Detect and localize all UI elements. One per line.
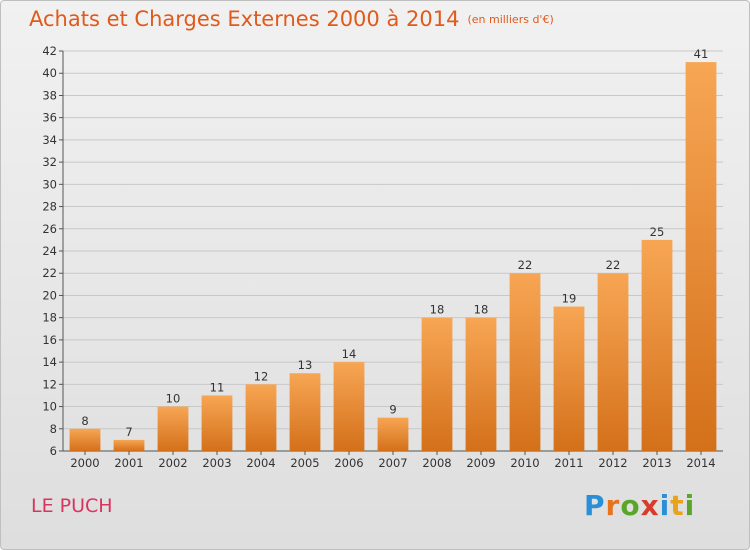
commune-name: LE PUCH [31, 495, 113, 517]
logo-letter: t [670, 489, 685, 522]
logo-letter: P [584, 489, 606, 522]
labels: 8 7 10 11 12 13 14 9 18 18 22 19 22 25 41 [81, 47, 708, 439]
data-label-2001: 7 [125, 425, 132, 439]
data-label-2013: 25 [650, 225, 665, 239]
data-label-2010: 22 [518, 258, 533, 272]
bar-2011 [553, 306, 585, 451]
y-tick-label: 18 [42, 311, 57, 325]
y-tick-label: 32 [42, 155, 57, 169]
bar-2000 [69, 428, 101, 451]
y-tick-label: 10 [42, 400, 57, 414]
y-tick-label: 36 [42, 111, 57, 125]
x-tick-label-2009: 2009 [466, 456, 495, 470]
y-tick-label: 28 [42, 200, 57, 214]
y-tick-label: 42 [42, 44, 57, 58]
bar-2009 [465, 317, 497, 451]
data-label-2003: 11 [210, 380, 225, 394]
data-label-2007: 9 [389, 403, 396, 417]
x-tick-label-2005: 2005 [290, 456, 319, 470]
bar-2012 [597, 273, 629, 451]
proxiti-logo: Proxiti [584, 489, 695, 522]
data-label-2000: 8 [81, 414, 88, 428]
x-tick-label-2000: 2000 [70, 456, 99, 470]
bar-2004 [245, 384, 277, 451]
bar-2008 [421, 317, 453, 451]
bar-2003 [201, 395, 233, 451]
x-tick-label-2012: 2012 [598, 456, 627, 470]
y-tick-label: 24 [42, 244, 57, 258]
logo-letter: x [640, 489, 660, 522]
bar-2005 [289, 373, 321, 451]
x-tick-label-2001: 2001 [114, 456, 143, 470]
bar-2001 [113, 439, 145, 451]
bar-2010 [509, 273, 541, 451]
x-tick-label-2002: 2002 [158, 456, 187, 470]
y-tick-label: 34 [42, 133, 57, 147]
x-tick-label-2014: 2014 [686, 456, 715, 470]
data-label-2009: 18 [474, 303, 489, 317]
y-tick-label: 22 [42, 266, 57, 280]
bars [69, 62, 717, 451]
data-label-2011: 19 [562, 292, 577, 306]
y-tick-label: 16 [42, 333, 57, 347]
logo-letter: o [620, 489, 641, 522]
y-tick-label: 20 [42, 288, 57, 302]
x-tick-label-2004: 2004 [246, 456, 275, 470]
logo-letter: i [684, 489, 696, 522]
x-tick-label-2007: 2007 [378, 456, 407, 470]
y-tick-label: 6 [50, 444, 57, 458]
logo-letter: r [605, 489, 621, 522]
y-tick-label: 40 [42, 66, 57, 80]
y-tick-label: 38 [42, 88, 57, 102]
chart-title: Achats et Charges Externes 2000 à 2014 (e… [29, 7, 554, 31]
y-tick-label: 12 [42, 377, 57, 391]
data-label-2004: 12 [254, 369, 269, 383]
bar-2006 [333, 362, 365, 451]
y-tick-label: 14 [42, 355, 57, 369]
x-tick-label-2013: 2013 [642, 456, 671, 470]
y-tick-label: 30 [42, 177, 57, 191]
bar-2002 [157, 406, 189, 451]
data-label-2008: 18 [430, 303, 445, 317]
data-label-2014: 41 [694, 47, 709, 61]
x-tick-label-2003: 2003 [202, 456, 231, 470]
bar-2014 [685, 62, 717, 451]
data-label-2005: 13 [298, 358, 313, 372]
x-tick-label-2006: 2006 [334, 456, 363, 470]
data-label-2002: 10 [166, 392, 181, 406]
data-label-2012: 22 [606, 258, 621, 272]
bar-2007 [377, 417, 409, 451]
y-tick-label: 8 [50, 422, 57, 436]
bar-2013 [641, 239, 673, 451]
data-label-2006: 14 [342, 347, 357, 361]
x-tick-label-2010: 2010 [510, 456, 539, 470]
y-tick-label: 26 [42, 222, 57, 236]
axes: 6 8 10 12 14 16 18 20 22 24 26 28 30 32 34 36 38 40 42 2000… [42, 44, 723, 470]
chart-subtitle: (en milliers d'€) [467, 13, 554, 26]
logo-letter: i [659, 489, 671, 522]
x-tick-label-2011: 2011 [554, 456, 583, 470]
x-tick-label-2008: 2008 [422, 456, 451, 470]
chart-title-text: Achats et Charges Externes 2000 à 2014 [29, 7, 460, 31]
